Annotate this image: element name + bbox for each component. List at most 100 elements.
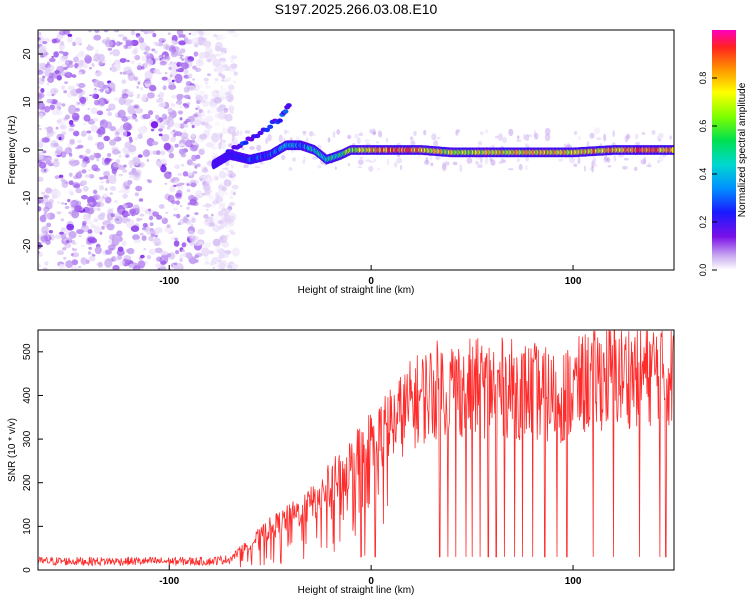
noise-blob [89, 67, 92, 70]
noise-blob [137, 93, 141, 97]
noise-blob [88, 169, 91, 172]
speckle-blob [430, 162, 434, 167]
noise-blob [97, 213, 105, 221]
noise-blob [111, 66, 117, 73]
noise-blob [160, 150, 166, 156]
noise-blob [60, 151, 67, 158]
speckle-blob [577, 156, 581, 165]
colorbar-gradient [712, 30, 736, 270]
noise-blob [44, 261, 48, 265]
speckle-blob [622, 165, 628, 170]
noise-blob [41, 78, 45, 82]
noise-blob [200, 99, 205, 103]
noise-blob [194, 165, 198, 169]
snr-series-line [38, 330, 674, 568]
noise-blob [116, 218, 119, 221]
noise-blob [171, 203, 175, 206]
noise-blob [150, 121, 159, 129]
noise-blob [145, 53, 151, 57]
noise-blob [229, 195, 234, 199]
noise-blob [114, 256, 120, 262]
noise-blob [58, 264, 66, 270]
noise-blob [43, 168, 47, 172]
speckle-blob [586, 141, 590, 148]
noise-blob [149, 213, 153, 216]
noise-blob [204, 81, 209, 85]
noise-blob [127, 247, 135, 255]
noise-blob [112, 88, 116, 92]
noise-blob [81, 169, 87, 174]
noise-blob [161, 217, 165, 220]
speckle-blob [573, 163, 578, 167]
noise-blob [86, 220, 94, 225]
noise-blob [190, 30, 199, 36]
snr-panel: -100 0 100 0 100 200 300 400 500 Height of strai… [7, 329, 675, 596]
noise-blob [174, 237, 179, 241]
noise-blob [143, 64, 148, 69]
noise-blob [88, 256, 96, 262]
noise-blob [46, 98, 53, 104]
noise-blob [221, 207, 227, 212]
noise-blob [128, 136, 133, 140]
noise-blob [212, 224, 221, 232]
noise-blob [171, 95, 177, 99]
noise-blob [71, 252, 80, 258]
y-tick-label: 0 [22, 147, 33, 153]
noise-blob [173, 240, 180, 247]
speckle-blob [265, 137, 269, 144]
noise-blob [207, 73, 211, 77]
noise-blob [148, 110, 154, 116]
noise-blob [127, 116, 131, 120]
noise-blob [77, 265, 82, 269]
noise-blob [173, 262, 178, 266]
noise-blob [195, 252, 203, 258]
noise-blob [54, 158, 59, 162]
noise-blob [164, 182, 168, 185]
noise-blob [98, 60, 103, 65]
speckle-blob [236, 129, 240, 137]
speckle-blob [369, 160, 374, 163]
noise-blob [68, 127, 75, 132]
noise-blob [205, 85, 211, 89]
noise-blob [101, 225, 105, 230]
snr-ylabel: SNR (10 * v/v) [7, 418, 18, 482]
noise-blob [145, 227, 153, 236]
noise-blob [144, 45, 151, 52]
noise-blob [221, 167, 225, 171]
noise-blob [119, 71, 123, 75]
y-tick-label: 100 [22, 518, 33, 535]
colorbar-tick-label: 0.2 [698, 216, 708, 229]
x-tick-label: -100 [159, 576, 179, 587]
noise-blob [105, 249, 112, 255]
noise-blob [79, 96, 87, 104]
noise-blob [60, 202, 65, 205]
speckle-blob [433, 140, 439, 148]
noise-blob [162, 85, 167, 91]
noise-blob [203, 214, 209, 219]
noise-blob [176, 213, 181, 219]
noise-blob [191, 37, 199, 45]
noise-blob [124, 153, 130, 158]
speckle-blob [332, 131, 336, 138]
x-tick-label: 100 [565, 576, 582, 587]
noise-blob [231, 32, 240, 38]
noise-blob [158, 133, 163, 137]
noise-blob [212, 200, 219, 205]
speckle-blob [544, 133, 551, 142]
noise-blob [97, 261, 103, 268]
speckle-blob [230, 164, 235, 169]
noise-blob [214, 245, 221, 253]
speckle-blob [334, 166, 337, 170]
speckle-blob [292, 157, 296, 162]
noise-blob [142, 149, 150, 158]
noise-blob [161, 40, 165, 43]
noise-blob [58, 50, 64, 54]
noise-blob [233, 81, 236, 83]
noise-blob [146, 159, 150, 162]
noise-blob [109, 51, 113, 55]
noise-blob [117, 254, 123, 260]
speckle-blob [592, 164, 598, 167]
noise-blob [56, 75, 62, 81]
noise-blob [233, 192, 236, 196]
